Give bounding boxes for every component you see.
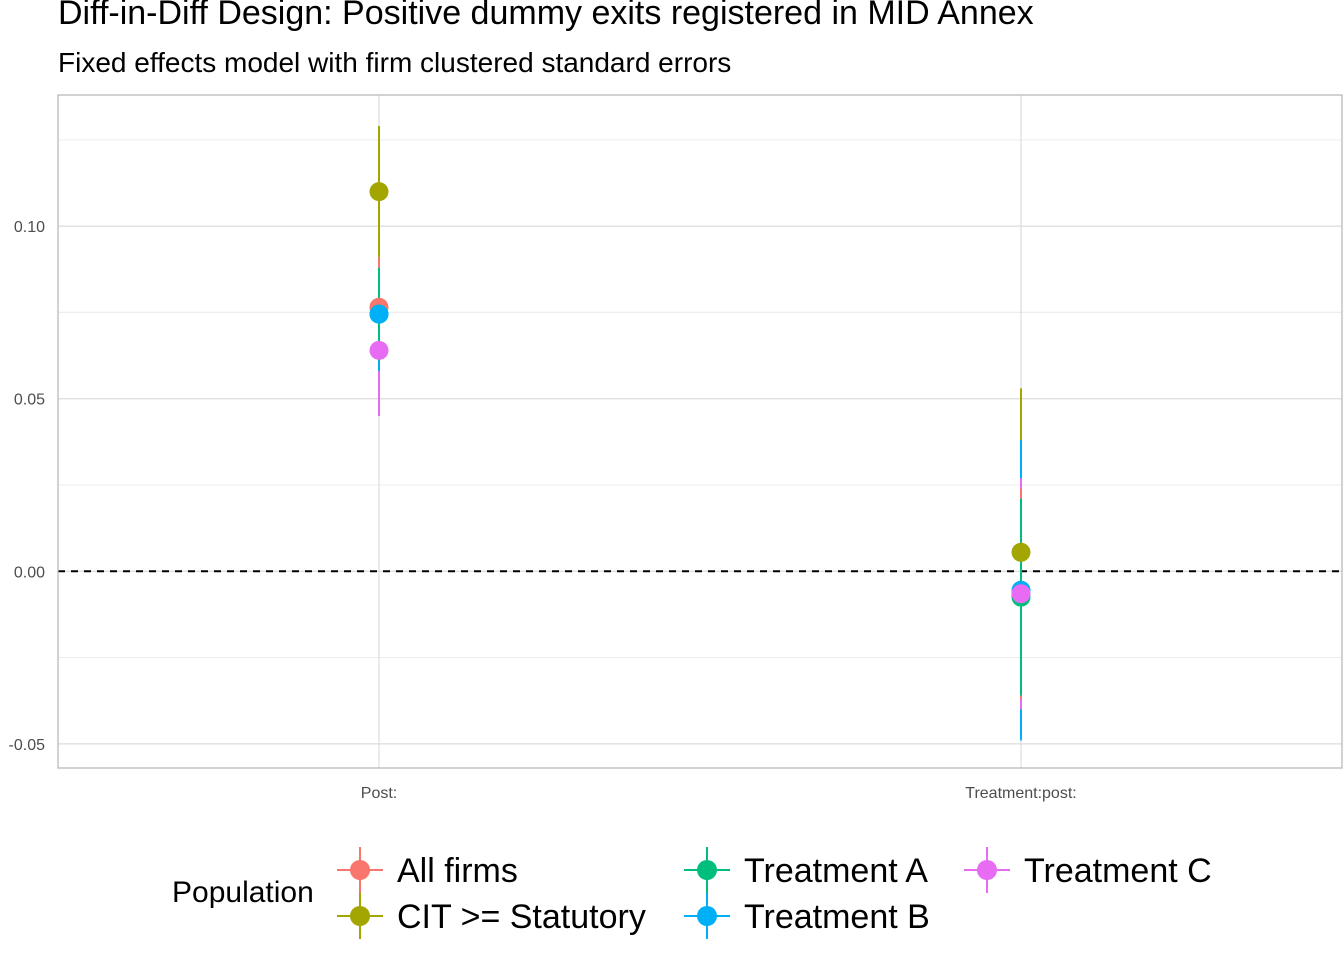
legend-key-all-firms bbox=[337, 847, 383, 893]
legend: Population All firms CIT >= Statutory Tr… bbox=[0, 840, 1344, 950]
legend-label: CIT >= Statutory bbox=[397, 898, 646, 936]
legend-key-point bbox=[977, 860, 997, 880]
y-tick-label: -0.05 bbox=[9, 737, 46, 754]
y-tick-label: 0.00 bbox=[14, 564, 45, 581]
legend-key-point bbox=[350, 906, 370, 926]
chart-subtitle: Fixed effects model with firm clustered … bbox=[58, 47, 732, 78]
x-tick-label: Treatment:post: bbox=[965, 785, 1076, 802]
legend-key-point bbox=[697, 906, 717, 926]
data-point bbox=[369, 340, 389, 360]
legend-label: Treatment A bbox=[744, 852, 928, 890]
legend-key-treatment-a bbox=[684, 847, 730, 893]
legend-key-cit-statutory bbox=[337, 893, 383, 939]
x-tick-label: Post: bbox=[361, 785, 397, 802]
legend-key-treatment-b bbox=[684, 893, 730, 939]
legend-key-treatment-c bbox=[964, 847, 1010, 893]
data-point bbox=[1011, 584, 1031, 604]
legend-label: Treatment B bbox=[744, 898, 930, 936]
legend-key-point bbox=[350, 860, 370, 880]
legend-label: All firms bbox=[397, 852, 518, 890]
legend-key-point bbox=[697, 860, 717, 880]
chart-title: Diff-in-Diff Design: Positive dummy exit… bbox=[58, 0, 1034, 32]
legend-title: Population bbox=[172, 876, 314, 909]
y-tick-label: 0.05 bbox=[14, 392, 45, 409]
plot-border bbox=[57, 94, 1343, 769]
data-point bbox=[369, 182, 389, 202]
data-point bbox=[369, 304, 389, 324]
y-tick-label: 0.10 bbox=[14, 219, 45, 236]
data-point bbox=[1011, 542, 1031, 562]
legend-label: Treatment C bbox=[1024, 852, 1212, 890]
